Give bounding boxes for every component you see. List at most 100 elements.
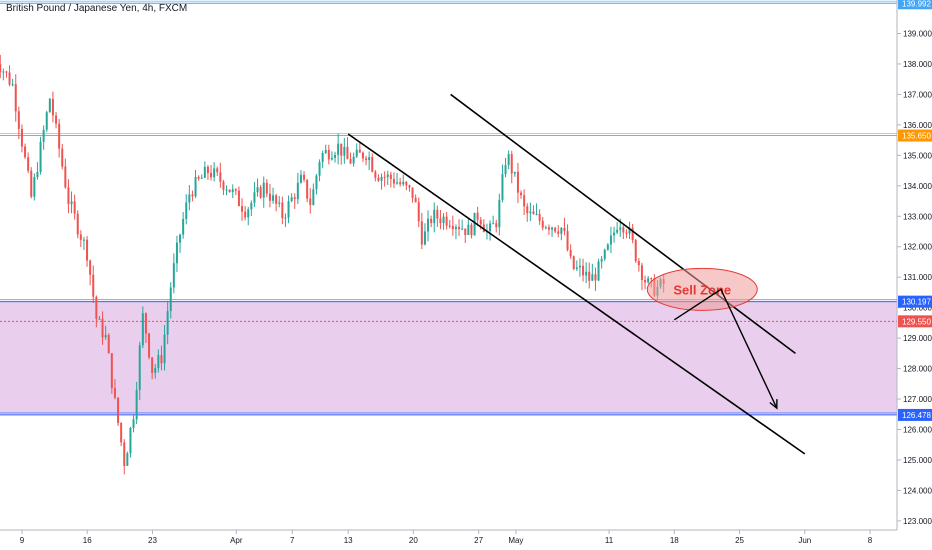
candle-6[interactable] [11, 79, 14, 87]
candle-149[interactable] [454, 224, 457, 240]
candle-68[interactable] [203, 161, 206, 179]
candle-161[interactable] [492, 215, 495, 225]
candle-120[interactable] [365, 155, 368, 166]
candle-41[interactable] [120, 422, 123, 447]
candle-154[interactable] [470, 222, 473, 239]
candle-114[interactable] [346, 137, 349, 160]
candle-51[interactable] [151, 357, 154, 380]
candle-146[interactable] [445, 211, 448, 230]
candle-75[interactable] [225, 185, 228, 196]
candle-140[interactable] [427, 210, 430, 242]
candle-112[interactable] [340, 143, 343, 165]
candle-143[interactable] [436, 205, 439, 228]
candle-10[interactable] [24, 143, 27, 159]
candle-92[interactable] [278, 196, 281, 208]
candle-56[interactable] [166, 300, 169, 345]
candle-80[interactable] [241, 198, 244, 221]
candle-2[interactable] [0, 54, 2, 79]
candle-29[interactable] [82, 236, 85, 251]
candle-67[interactable] [200, 174, 203, 179]
candle-172[interactable] [526, 203, 529, 222]
candle-163[interactable] [498, 193, 501, 236]
candle-91[interactable] [275, 193, 278, 212]
candle-16[interactable] [42, 125, 45, 150]
candle-44[interactable] [129, 426, 132, 458]
candle-132[interactable] [402, 174, 405, 187]
candle-176[interactable] [538, 209, 541, 225]
candle-21[interactable] [58, 118, 61, 158]
candle-183[interactable] [560, 227, 563, 241]
candle-31[interactable] [89, 259, 92, 286]
candle-99[interactable] [299, 170, 302, 184]
candle-82[interactable] [247, 206, 250, 226]
candle-135[interactable] [411, 187, 414, 203]
candle-165[interactable] [504, 157, 507, 178]
candle-93[interactable] [281, 196, 284, 225]
candle-22[interactable] [61, 143, 64, 170]
candle-107[interactable] [324, 144, 327, 154]
candle-45[interactable] [132, 414, 135, 433]
candle-111[interactable] [337, 133, 340, 165]
candle-14[interactable] [36, 162, 39, 180]
channel-line-0[interactable] [347, 133, 806, 455]
candle-122[interactable] [371, 153, 374, 173]
candle-19[interactable] [51, 91, 54, 123]
candle-186[interactable] [569, 244, 572, 259]
candle-124[interactable] [377, 174, 380, 182]
candle-74[interactable] [222, 180, 225, 196]
candle-156[interactable] [476, 206, 479, 227]
candle-40[interactable] [117, 397, 120, 426]
candle-18[interactable] [48, 97, 51, 113]
candle-102[interactable] [309, 188, 312, 214]
candle-36[interactable] [104, 325, 107, 340]
candle-108[interactable] [327, 144, 330, 165]
candle-153[interactable] [467, 217, 470, 236]
candle-12[interactable] [30, 167, 33, 199]
candle-85[interactable] [256, 178, 259, 197]
candle-160[interactable] [489, 220, 492, 241]
candle-37[interactable] [107, 333, 110, 354]
candle-30[interactable] [86, 235, 89, 267]
candle-164[interactable] [501, 164, 504, 203]
candle-175[interactable] [535, 203, 538, 216]
candle-162[interactable] [495, 219, 498, 233]
candle-174[interactable] [532, 205, 535, 215]
candle-62[interactable] [185, 194, 188, 225]
candle-60[interactable] [179, 233, 182, 253]
candle-86[interactable] [259, 184, 262, 199]
candle-76[interactable] [228, 189, 231, 193]
candle-69[interactable] [206, 164, 209, 180]
candle-13[interactable] [33, 173, 36, 201]
candle-61[interactable] [182, 212, 185, 239]
candle-144[interactable] [439, 210, 442, 230]
candle-64[interactable] [191, 190, 194, 202]
candle-54[interactable] [160, 345, 163, 371]
candle-39[interactable] [113, 379, 116, 400]
candle-105[interactable] [318, 159, 321, 182]
candle-147[interactable] [448, 219, 451, 229]
candle-94[interactable] [284, 213, 287, 227]
sell-zone-ellipse[interactable] [646, 267, 758, 311]
candle-96[interactable] [290, 193, 293, 203]
candle-11[interactable] [27, 152, 30, 174]
candle-116[interactable] [352, 152, 355, 167]
candle-136[interactable] [414, 194, 417, 203]
candle-189[interactable] [578, 258, 581, 277]
candle-47[interactable] [138, 341, 141, 400]
candle-23[interactable] [64, 158, 67, 189]
candle-205[interactable] [628, 221, 631, 240]
candle-87[interactable] [262, 176, 265, 208]
candle-126[interactable] [383, 171, 386, 187]
candle-115[interactable] [349, 152, 352, 165]
candle-65[interactable] [194, 170, 197, 198]
candle-204[interactable] [625, 229, 628, 239]
candle-9[interactable] [20, 124, 23, 153]
candle-182[interactable] [557, 225, 560, 238]
candle-187[interactable] [572, 255, 575, 271]
candle-178[interactable] [544, 225, 547, 230]
candle-134[interactable] [408, 184, 411, 192]
candle-128[interactable] [389, 171, 392, 188]
candle-129[interactable] [392, 172, 395, 189]
candle-138[interactable] [420, 212, 423, 250]
candle-199[interactable] [609, 226, 612, 254]
